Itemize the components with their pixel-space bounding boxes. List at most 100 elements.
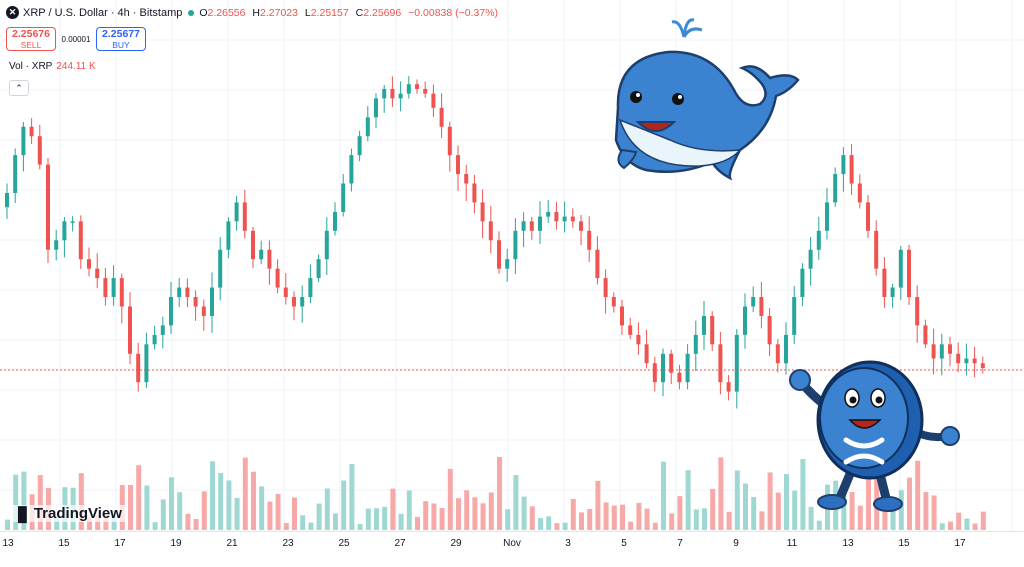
candle-body	[956, 353, 961, 364]
symbol-header: ✕ XRP / U.S. Dollar · 4h · Bitstamp O2.2…	[6, 6, 502, 19]
volume-bar	[218, 472, 224, 530]
volume-bar	[152, 522, 158, 530]
time-axis-tick: 27	[394, 538, 406, 549]
candle-body	[825, 202, 829, 231]
volume-bar	[907, 477, 912, 530]
candle-body	[603, 278, 608, 298]
candle-body	[857, 183, 862, 203]
candle-body	[218, 249, 223, 288]
candle-body	[226, 221, 231, 250]
tradingview-logo[interactable]: ▐▌ TradingView	[10, 505, 125, 522]
candle-body	[702, 315, 706, 335]
volume-bar	[948, 521, 953, 530]
volume-bar	[743, 483, 748, 530]
candle-body	[497, 240, 501, 269]
volume-bar	[956, 512, 962, 530]
candle-body	[5, 192, 9, 208]
candle-body	[29, 126, 34, 137]
candle-body	[78, 221, 83, 260]
volume-bar	[898, 490, 904, 530]
volume-bar	[611, 505, 617, 530]
time-axis-tick: 17	[114, 538, 126, 549]
time-axis-tick: 25	[338, 538, 350, 549]
volume-bar	[292, 497, 297, 530]
volume-bar	[521, 496, 527, 530]
buy-button[interactable]: 2.25677 BUY	[96, 27, 146, 51]
volume-bar	[554, 523, 560, 530]
candles	[5, 76, 985, 409]
time-axis-tick: 17	[954, 538, 966, 549]
candle-body	[898, 249, 903, 288]
volume-bar	[415, 516, 420, 530]
volume-bar	[242, 457, 248, 530]
candle-body	[251, 230, 255, 260]
volume-bar	[398, 513, 404, 530]
time-axis[interactable]: 13 15 17 19 21 23 25 27 29 Nov 3 5 7 9 11 13 15 17	[0, 531, 1024, 567]
volume-bar	[210, 461, 215, 530]
candle-body	[907, 249, 911, 298]
volume-bar	[718, 457, 724, 530]
volume-bar	[775, 492, 781, 530]
candle-body	[103, 278, 108, 298]
volume-bar	[620, 504, 625, 530]
candle-body	[521, 221, 526, 231]
candlestick-chart[interactable]	[0, 0, 1024, 531]
volume-bar	[480, 503, 486, 530]
candle-body	[538, 216, 542, 231]
candle-body	[775, 344, 780, 364]
candle-body	[119, 278, 124, 307]
time-axis-tick: 13	[2, 538, 14, 549]
spread-value: 0.00001	[61, 34, 91, 44]
candle-body	[152, 334, 157, 345]
volume-bar	[472, 497, 478, 530]
time-axis-tick: 15	[898, 538, 910, 549]
volume-bar	[595, 480, 601, 530]
candle-body	[37, 136, 42, 165]
collapse-legend-button[interactable]: ⌃	[9, 80, 29, 96]
candle-body	[833, 174, 838, 203]
candle-body	[349, 155, 354, 184]
volume-bar	[95, 515, 101, 530]
candle-body	[62, 221, 67, 241]
volume-bar	[406, 490, 412, 530]
candle-body	[341, 183, 346, 212]
candle-body	[308, 278, 313, 298]
candle-body	[374, 98, 378, 118]
volume-bar	[603, 502, 609, 530]
candle-body	[644, 344, 649, 364]
sell-button[interactable]: 2.25676 SELL	[6, 27, 56, 51]
candle-body	[472, 183, 477, 203]
volume-bar	[316, 503, 322, 530]
xrp-coin-mascot	[789, 360, 960, 512]
volume-bar	[939, 523, 945, 530]
candle-body	[324, 230, 329, 260]
candle-body	[292, 297, 296, 307]
candle-body	[652, 363, 657, 383]
volume-bar	[792, 490, 798, 530]
candle-body	[948, 344, 952, 354]
time-axis-tick: 11	[786, 538, 798, 549]
candle-body	[669, 353, 674, 373]
time-axis-tick: 3	[565, 538, 571, 549]
candle-body	[636, 334, 641, 345]
candle-body	[611, 297, 616, 307]
candle-body	[661, 353, 665, 383]
candle-body	[259, 249, 264, 260]
candle-body	[456, 155, 460, 175]
volume-bar	[784, 473, 789, 530]
candle-body	[439, 107, 444, 127]
volume-bar	[980, 511, 986, 530]
candle-body	[488, 221, 493, 241]
candle-body	[54, 240, 59, 250]
candle-body	[570, 216, 575, 222]
volume-bar	[87, 517, 92, 530]
symbol-title[interactable]: XRP / U.S. Dollar · 4h · Bitstamp	[23, 6, 183, 19]
volume-bar	[636, 502, 642, 530]
candle-body	[759, 297, 764, 316]
candle-body	[283, 287, 288, 298]
tradingview-mark-icon: ▐▌	[13, 505, 32, 522]
volume-bar	[546, 516, 552, 530]
volume-bar	[915, 460, 921, 530]
candle-body	[464, 174, 469, 184]
